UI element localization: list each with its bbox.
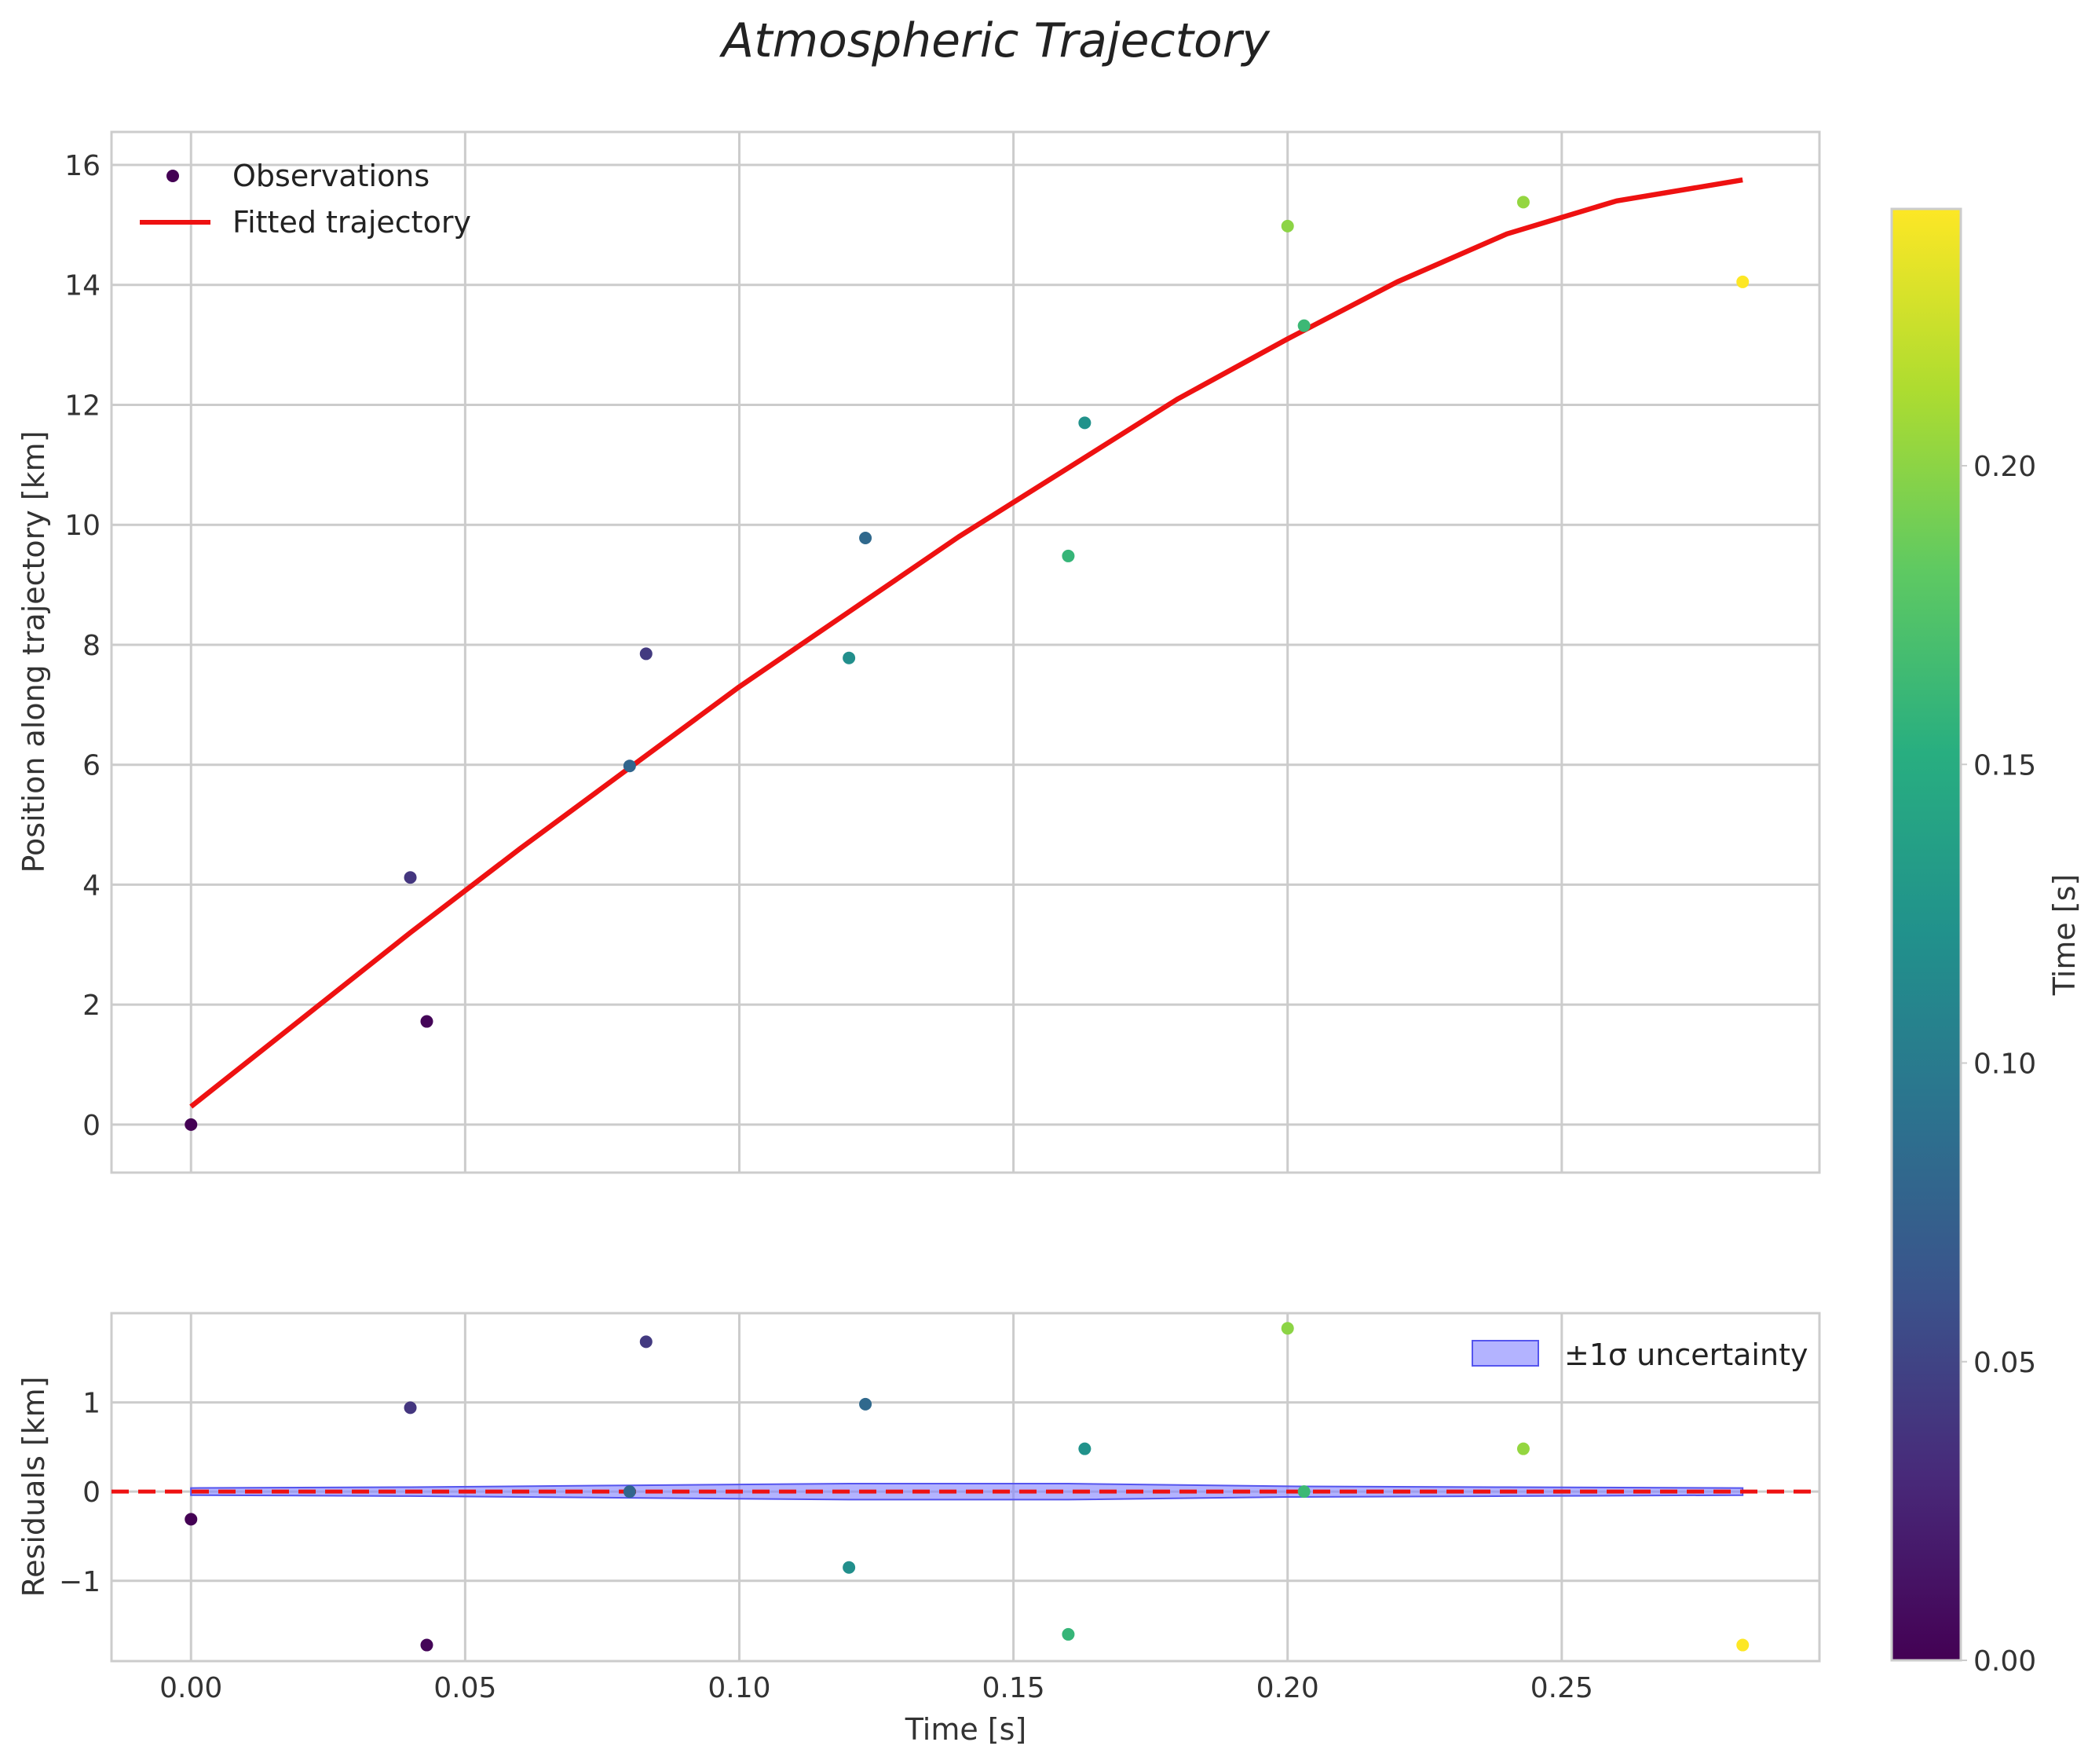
residual-point — [1078, 1442, 1092, 1455]
residual-point — [1062, 1627, 1075, 1641]
residual-point — [859, 1397, 872, 1411]
time-x-tick-label: 0.00 — [159, 1672, 222, 1704]
colorbar-ticks: 0.00 0.05 0.10 0.15 0.20 — [1961, 451, 2036, 1678]
position-y-tick-label: 10 — [64, 510, 101, 542]
time-x-tick-label: 0.25 — [1530, 1672, 1593, 1704]
position-y-tick-label: 0 — [82, 1110, 101, 1142]
residuals-legend: ±1σ uncertainty — [1472, 1338, 1808, 1372]
observation-point — [420, 1015, 433, 1028]
position-y-tick-label: 2 — [82, 990, 101, 1022]
colorbar-gradient — [1890, 207, 1962, 1662]
legend-fit-label: Fitted trajectory — [232, 205, 471, 240]
position-y-tick-label: 6 — [82, 750, 101, 782]
residual-point — [843, 1561, 856, 1574]
position-gridlines — [112, 132, 1819, 1173]
observation-point — [1736, 275, 1750, 288]
time-x-tick-label: 0.10 — [708, 1672, 770, 1704]
position-y-axis-label: Position along trajectory [km] — [16, 430, 51, 873]
residual-point — [1516, 1442, 1530, 1455]
observation-point — [1516, 196, 1530, 209]
residuals-plot-frame — [110, 1312, 1821, 1663]
colorbar-tick-label: 0.20 — [1973, 451, 2036, 483]
position-y-ticks: 0 2 4 6 8 10 12 14 16 — [64, 150, 101, 1142]
residual-point — [404, 1401, 417, 1414]
fitted-trajectory-layer — [189, 177, 1743, 1109]
observation-point — [1281, 219, 1294, 232]
residuals-y-tick-label: −1 — [59, 1566, 101, 1598]
position-y-tick-label: 14 — [64, 270, 101, 302]
chart-title: Atmospheric Trajectory — [719, 13, 1271, 68]
residual-point — [185, 1513, 198, 1526]
position-y-tick-label: 4 — [82, 869, 101, 902]
time-x-ticks: 0.00 0.05 0.10 0.15 0.20 0.25 — [159, 1672, 1593, 1704]
time-x-axis-label: Time [s] — [905, 1712, 1027, 1747]
position-panel: 0 2 4 6 8 10 12 14 16 Position along trajectory … — [16, 130, 1821, 1174]
observation-point — [843, 651, 856, 664]
legend-uncertainty-label: ±1σ uncertainty — [1564, 1338, 1808, 1372]
residual-points — [185, 1322, 1750, 1652]
residuals-y-tick-label: 0 — [82, 1477, 101, 1509]
observation-points — [185, 196, 1750, 1131]
colorbar-tick-label: 0.00 — [1973, 1645, 2036, 1678]
residual-point — [420, 1638, 433, 1652]
observation-point — [1078, 416, 1092, 430]
residuals-panel: −1 0 1 0.00 0.05 0.10 0.15 0.20 0.25 Residuals … — [16, 1312, 1821, 1747]
observation-point — [639, 647, 653, 661]
residuals-y-ticks: −1 0 1 — [59, 1388, 101, 1598]
residuals-y-axis-label: Residuals [km] — [16, 1376, 51, 1597]
residual-point — [1297, 1485, 1311, 1499]
fitted-trajectory-line — [189, 177, 1743, 1109]
observation-point — [1297, 319, 1311, 332]
time-colorbar: 0.00 0.05 0.10 0.15 0.20 Time [s] — [1890, 207, 2082, 1678]
position-y-tick-label: 12 — [64, 390, 101, 422]
legend-observations-label: Observations — [232, 159, 430, 193]
position-y-tick-label: 8 — [82, 630, 101, 662]
colorbar-tick-label: 0.05 — [1973, 1347, 2036, 1379]
time-x-tick-label: 0.20 — [1256, 1672, 1319, 1704]
observation-point — [185, 1118, 198, 1131]
position-y-tick-label: 16 — [64, 150, 101, 182]
residual-point — [639, 1335, 653, 1349]
residual-point — [623, 1485, 636, 1499]
residual-point — [1281, 1322, 1294, 1335]
colorbar-tick-label: 0.15 — [1973, 749, 2036, 781]
observation-point — [859, 532, 872, 545]
legend-observations-marker — [166, 170, 179, 182]
time-x-tick-label: 0.05 — [433, 1672, 496, 1704]
time-x-tick-label: 0.15 — [982, 1672, 1045, 1704]
residuals-y-tick-label: 1 — [82, 1388, 101, 1420]
observation-point — [623, 759, 636, 773]
position-legend: Observations Fitted trajectory — [140, 159, 471, 240]
residual-point — [1736, 1638, 1750, 1652]
colorbar-label: Time [s] — [2047, 874, 2082, 997]
legend-uncertainty-swatch — [1472, 1340, 1539, 1367]
colorbar-tick-label: 0.10 — [1973, 1049, 2036, 1081]
position-plot-frame — [110, 130, 1821, 1174]
observation-point — [404, 871, 417, 884]
observation-point — [1062, 549, 1075, 562]
